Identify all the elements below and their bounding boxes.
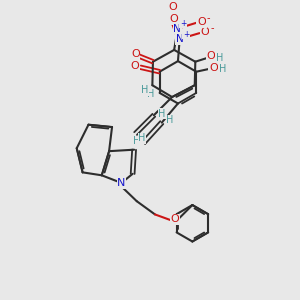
Text: O: O <box>131 61 140 71</box>
Text: H: H <box>166 115 174 125</box>
Text: O: O <box>197 17 206 27</box>
Text: -: - <box>206 13 210 23</box>
Text: O: O <box>200 27 209 37</box>
Text: H: H <box>138 133 146 143</box>
Text: H: H <box>141 85 149 95</box>
Text: -: - <box>210 23 214 33</box>
Text: +: + <box>180 19 186 28</box>
Text: O: O <box>206 51 215 62</box>
Text: O: O <box>171 214 179 224</box>
Text: N: N <box>117 178 126 188</box>
Text: H: H <box>216 53 223 63</box>
Text: H: H <box>146 89 154 99</box>
Text: N: N <box>176 34 183 44</box>
Text: O: O <box>131 49 140 59</box>
Text: H: H <box>218 64 226 74</box>
Text: O: O <box>209 63 218 73</box>
Text: O: O <box>168 2 177 12</box>
Text: N: N <box>173 24 181 34</box>
Text: O: O <box>169 14 178 24</box>
Text: H: H <box>134 136 141 146</box>
Text: H: H <box>158 109 166 119</box>
Text: +: + <box>183 29 189 38</box>
